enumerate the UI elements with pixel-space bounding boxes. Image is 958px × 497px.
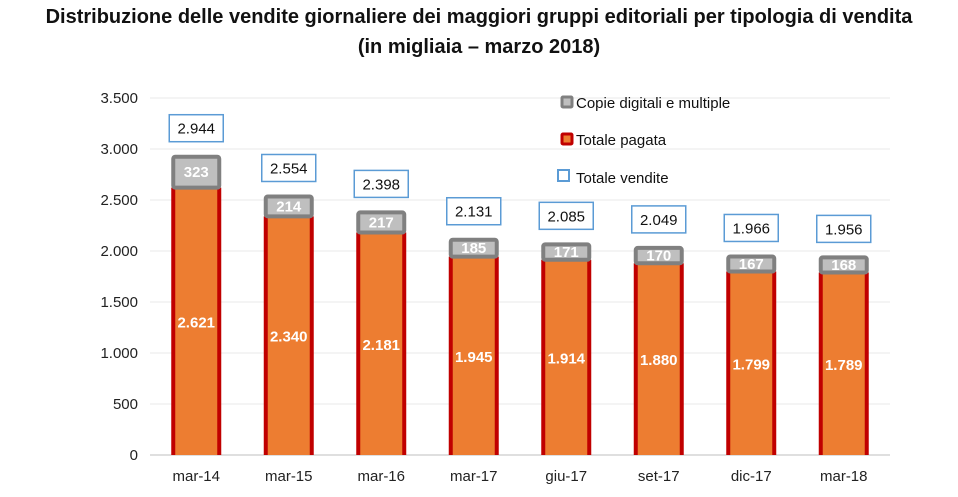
bar-totale-pagata: [635, 263, 682, 455]
data-label-copie-digitali: 168: [831, 257, 856, 274]
total-label-box: [631, 205, 687, 234]
total-label-box: [353, 169, 409, 199]
bar-copie-digitali: [263, 194, 314, 219]
bar-copie-digitali: [633, 245, 684, 266]
y-tick-label: 1.000: [100, 345, 138, 362]
data-label-totale-pagata: 2.621: [177, 314, 215, 331]
bar-copie-digitali: [726, 254, 777, 274]
total-label-box: [723, 213, 779, 243]
data-label-copie-digitali: 214: [276, 198, 302, 215]
data-label-copie-digitali: 323: [184, 164, 209, 181]
x-tick-label: mar-15: [265, 468, 313, 485]
data-label-copie-digitali: 167: [739, 256, 764, 273]
bar-copie-digitali: [356, 210, 407, 235]
data-label-totale-vendite: 2.085: [547, 208, 585, 225]
data-label-totale-pagata: 2.181: [362, 337, 400, 354]
data-label-totale-vendite: 2.131: [455, 204, 493, 221]
y-tick-label: 1.500: [100, 294, 138, 311]
legend-label-copie-digitali: Copie digitali e multiple: [576, 95, 730, 112]
data-label-copie-digitali: 217: [369, 214, 394, 231]
bar-totale-pagata: [543, 259, 590, 455]
data-label-totale-pagata: 1.914: [547, 350, 585, 367]
legend-label-totale-vendite: Totale vendite: [576, 170, 669, 187]
data-label-totale-pagata: 1.945: [455, 349, 493, 366]
data-label-totale-pagata: 2.340: [270, 329, 308, 346]
data-label-totale-vendite: 2.398: [362, 176, 400, 193]
total-label-box: [446, 196, 502, 226]
y-tick-label: 3.500: [100, 90, 138, 107]
legend-swatch-copie-digitali: [560, 95, 574, 109]
data-label-totale-vendite: 1.956: [825, 221, 863, 238]
total-label-box: [538, 201, 594, 231]
total-label-box: [816, 214, 872, 244]
y-tick-label: 2.000: [100, 243, 138, 260]
chart-subtitle: (in migliaia – marzo 2018): [357, 36, 601, 58]
data-label-copie-digitali: 185: [461, 240, 486, 257]
x-tick-label: mar-14: [172, 468, 220, 485]
bar-totale-pagata: [265, 216, 312, 455]
total-label-box: [261, 153, 317, 183]
bar-totale-pagata: [173, 187, 220, 455]
x-tick-label: mar-18: [820, 468, 868, 485]
data-label-totale-pagata: 1.799: [732, 356, 770, 373]
bar-copie-digitali: [818, 255, 869, 275]
data-label-copie-digitali: 170: [646, 248, 671, 265]
bar-copie-digitali: [541, 242, 592, 262]
x-tick-label: giu-17: [545, 468, 587, 485]
chart-title: Distribuzione delle vendite giornaliere …: [45, 6, 913, 28]
bar-copie-digitali: [448, 237, 499, 259]
y-tick-label: 3.000: [100, 141, 138, 158]
bar-totale-pagata: [358, 232, 405, 455]
data-label-totale-pagata: 1.789: [825, 357, 863, 374]
data-label-totale-vendite: 1.966: [732, 220, 770, 237]
x-tick-label: dic-17: [731, 468, 772, 485]
bar-totale-pagata: [820, 272, 867, 455]
bar-totale-pagata: [728, 271, 775, 455]
legend-swatch-totale-vendite: [557, 169, 570, 182]
data-label-totale-vendite: 2.944: [177, 121, 215, 138]
y-tick-label: 500: [113, 396, 138, 413]
data-label-totale-vendite: 2.049: [640, 212, 678, 229]
x-tick-label: mar-16: [357, 468, 405, 485]
data-label-totale-vendite: 2.554: [270, 160, 308, 177]
legend-swatch-totale-pagata: [560, 132, 574, 146]
x-tick-label: mar-17: [450, 468, 498, 485]
total-label-box: [168, 113, 224, 143]
legend-label-totale-pagata: Totale pagata: [576, 132, 667, 149]
y-tick-label: 0: [130, 447, 138, 464]
data-label-totale-pagata: 1.880: [640, 352, 678, 369]
bar-copie-digitali: [171, 154, 222, 190]
y-tick-label: 2.500: [100, 192, 138, 209]
x-tick-label: set-17: [638, 468, 680, 485]
bar-totale-pagata: [450, 256, 497, 455]
data-label-copie-digitali: 171: [554, 244, 579, 261]
